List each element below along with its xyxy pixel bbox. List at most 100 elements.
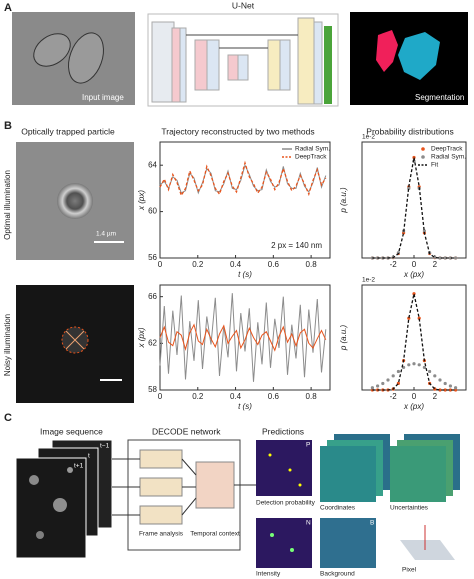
point (370, 386, 374, 390)
net-title: U-Net (232, 0, 255, 10)
y-axis-label: x (px) (137, 327, 146, 348)
y-tick-label: 60 (148, 207, 157, 216)
x-tick-label: 0 (412, 392, 417, 401)
caption: Input image (82, 93, 124, 102)
x-axis-label: x (px) (403, 402, 424, 411)
legend-label: DeepTrack (431, 146, 463, 153)
point (412, 362, 416, 366)
series-line (159, 160, 327, 197)
legend-label: Radial Sym. (431, 154, 466, 161)
x-tick-label: 0.8 (306, 392, 318, 401)
frame-label: t (88, 453, 90, 460)
caption: Segmentation (415, 93, 464, 102)
point (443, 256, 447, 260)
x-tick-label: 0 (158, 392, 163, 401)
plot-frame (361, 284, 467, 391)
series-line (372, 157, 456, 259)
scale-label: 1.4 µm (96, 231, 116, 238)
legend-swatch (421, 147, 425, 151)
point (454, 386, 458, 390)
column-title: Trajectory reconstructed by two methods (161, 126, 314, 136)
y-axis-label: x (px) (137, 190, 146, 211)
point (438, 256, 442, 260)
panel-label: A (4, 2, 12, 14)
x-tick-label: 0.4 (230, 392, 242, 401)
point (443, 381, 447, 386)
segment (398, 32, 440, 80)
frame-label: t+1 (74, 463, 84, 470)
segment (376, 30, 398, 72)
column-title: Probability distributions (366, 126, 453, 136)
x-tick-label: -2 (390, 260, 398, 269)
point (376, 384, 380, 388)
caption: Detection probability (256, 500, 316, 507)
map-letter: N (306, 520, 311, 527)
point (422, 229, 426, 233)
y-tick-label: 58 (148, 385, 157, 394)
point (412, 155, 416, 160)
legend-label: DeepTrack (295, 154, 327, 161)
legend-label: Fit (431, 162, 438, 169)
x-tick-label: 0.6 (268, 260, 280, 269)
network (112, 449, 256, 525)
x-tick-label: 0 (158, 260, 163, 269)
caption: Intensity (256, 571, 281, 578)
legend-swatch (421, 155, 425, 159)
x-tick-label: 0.2 (192, 392, 204, 401)
point (417, 363, 421, 367)
point (391, 374, 395, 378)
column-title: Optically trapped particle (21, 126, 115, 136)
map-letter: P (306, 442, 310, 449)
panel-label: B (4, 120, 12, 132)
point (381, 381, 385, 386)
point (428, 369, 432, 374)
y-tick-label: 62 (148, 338, 157, 347)
particle (57, 183, 93, 219)
y-axis-label: p (a.u.) (339, 187, 348, 214)
point (396, 369, 400, 374)
x-tick-label: 0.8 (306, 260, 318, 269)
x-tick-label: 0.4 (230, 260, 242, 269)
point (422, 365, 426, 370)
section-title: DECODE network (152, 426, 221, 436)
frame-label: t−1 (100, 443, 110, 450)
y-axis-label: p (a.u.) (339, 324, 348, 351)
y-tick-label: 56 (148, 253, 157, 262)
x-tick-label: 2 (433, 260, 438, 269)
axis-multiplier: 1e-2 (362, 277, 375, 284)
point (448, 256, 452, 260)
annotation: 2 px = 140 nm (271, 241, 322, 250)
row-label: Optimal illumination (3, 170, 12, 240)
image-stack (15, 439, 113, 559)
cell (68, 32, 104, 84)
y-tick-label: 64 (148, 160, 157, 169)
crosshair (65, 330, 85, 350)
prediction-maps (256, 434, 460, 568)
section-title: Predictions (262, 426, 304, 436)
axis-multiplier: 1e-2 (362, 134, 375, 141)
caption: Frame analysis (139, 531, 184, 538)
x-axis-label: x (px) (403, 270, 424, 279)
legend-label: Radial Sym. (295, 146, 330, 153)
caption: Uncertainties (390, 505, 429, 512)
series-line (372, 293, 456, 391)
section-title: Image sequence (40, 426, 103, 436)
x-tick-label: 0 (412, 260, 417, 269)
caption: Coordinates (320, 505, 356, 512)
point (417, 316, 421, 320)
point (386, 378, 390, 382)
x-axis-label: t (s) (238, 270, 252, 279)
x-tick-label: 0.6 (268, 392, 280, 401)
point (454, 388, 458, 392)
net-frame (147, 13, 339, 107)
x-tick-label: 2 (433, 392, 438, 401)
panel-label: C (4, 412, 12, 424)
point (443, 388, 447, 392)
point (433, 374, 437, 378)
caption: Temporal context (190, 531, 240, 538)
plot-frame (159, 284, 331, 391)
map-letter: B (370, 520, 374, 527)
cell (33, 33, 71, 67)
series-line (159, 323, 327, 352)
